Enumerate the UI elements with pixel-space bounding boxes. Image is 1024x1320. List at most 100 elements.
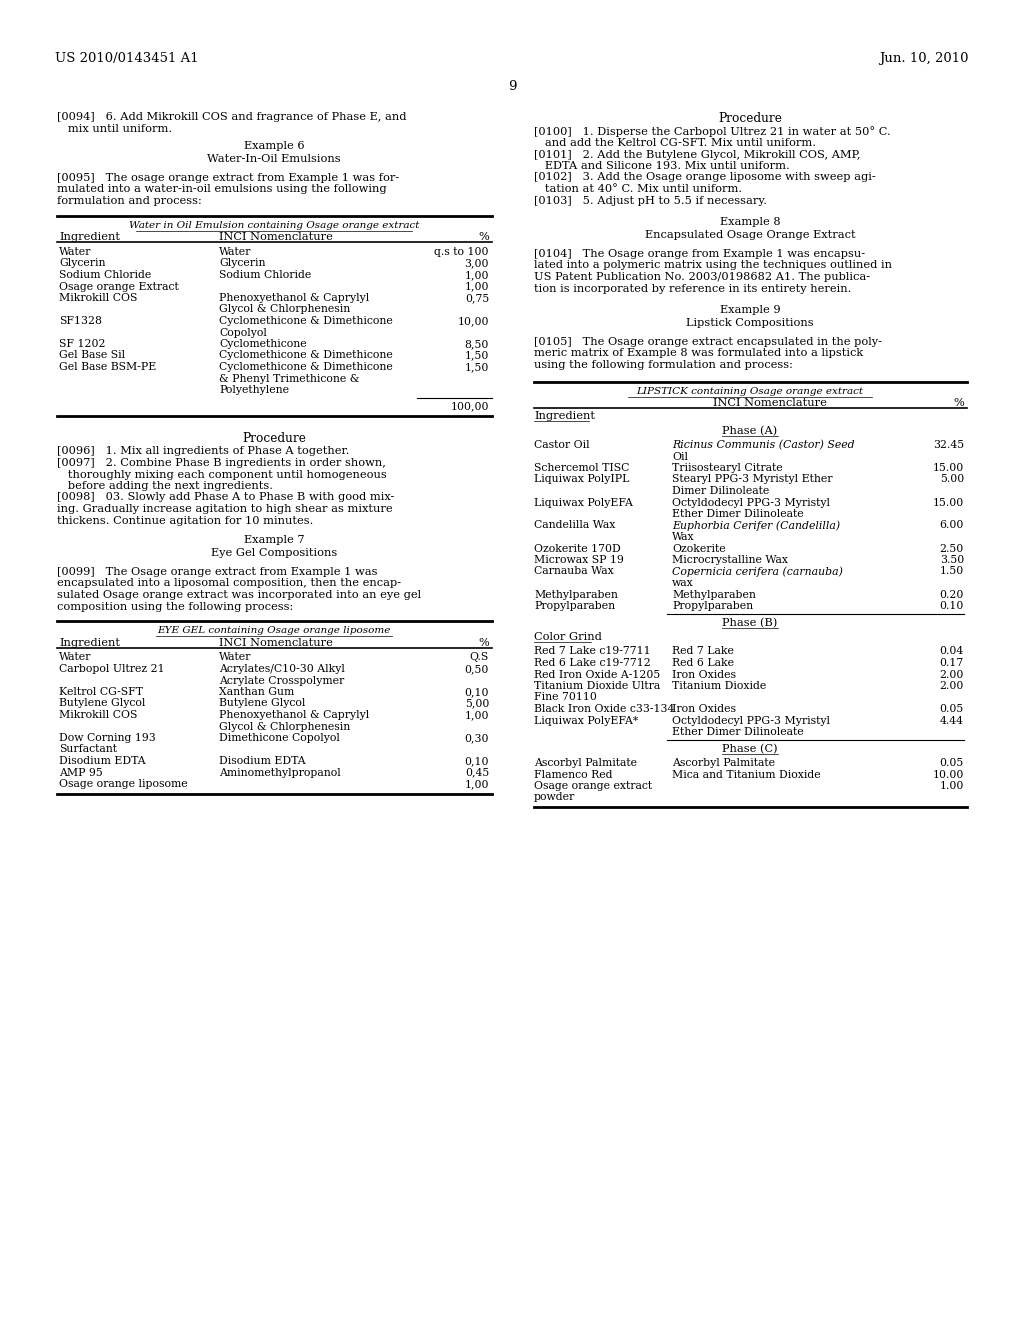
Text: Jun. 10, 2010: Jun. 10, 2010 [880, 51, 969, 65]
Text: INCI Nomenclature: INCI Nomenclature [219, 638, 333, 648]
Text: 3,00: 3,00 [465, 259, 489, 268]
Text: Keltrol CG-SFT: Keltrol CG-SFT [59, 686, 143, 697]
Text: Ricinus Communis (Castor) Seed: Ricinus Communis (Castor) Seed [672, 440, 855, 450]
Text: Liquiwax PolyEFA*: Liquiwax PolyEFA* [534, 715, 638, 726]
Text: Propylparaben: Propylparaben [534, 601, 615, 611]
Text: using the following formulation and process:: using the following formulation and proc… [534, 360, 793, 370]
Text: Ingredient: Ingredient [59, 232, 120, 242]
Text: Cyclomethicone & Dimethicone: Cyclomethicone & Dimethicone [219, 351, 393, 360]
Text: Mica and Titanium Dioxide: Mica and Titanium Dioxide [672, 770, 820, 780]
Text: 0,10: 0,10 [465, 756, 489, 766]
Text: Example 7: Example 7 [244, 535, 304, 545]
Text: [0104]   The Osage orange from Example 1 was encapsu-: [0104] The Osage orange from Example 1 w… [534, 249, 865, 259]
Text: Dimer Dilinoleate: Dimer Dilinoleate [672, 486, 769, 496]
Text: [0103]   5. Adjust pH to 5.5 if necessary.: [0103] 5. Adjust pH to 5.5 if necessary. [534, 195, 767, 206]
Text: Titanium Dioxide Ultra: Titanium Dioxide Ultra [534, 681, 660, 690]
Text: [0098]   03. Slowly add Phase A to Phase B with good mix-: [0098] 03. Slowly add Phase A to Phase B… [57, 492, 394, 503]
Text: Polyethylene: Polyethylene [219, 385, 289, 395]
Text: 2.00: 2.00 [940, 681, 964, 690]
Text: 1,00: 1,00 [465, 271, 489, 280]
Text: 2.50: 2.50 [940, 544, 964, 553]
Text: Gel Base BSM-PE: Gel Base BSM-PE [59, 362, 157, 372]
Text: %: % [478, 638, 489, 648]
Text: Red 7 Lake c19-7711: Red 7 Lake c19-7711 [534, 647, 650, 656]
Text: 1.50: 1.50 [940, 566, 964, 577]
Text: Cyclomethicone & Dimethicone: Cyclomethicone & Dimethicone [219, 315, 393, 326]
Text: 1,00: 1,00 [465, 779, 489, 789]
Text: 5.00: 5.00 [940, 474, 964, 484]
Text: Encapsulated Osage Orange Extract: Encapsulated Osage Orange Extract [645, 231, 855, 240]
Text: Lipstick Compositions: Lipstick Compositions [686, 318, 814, 329]
Text: Dimethicone Copolyol: Dimethicone Copolyol [219, 733, 340, 743]
Text: Phenoxyethanol & Caprylyl: Phenoxyethanol & Caprylyl [219, 710, 370, 719]
Text: Water: Water [219, 247, 251, 257]
Text: 1.00: 1.00 [940, 781, 964, 791]
Text: 0.05: 0.05 [940, 704, 964, 714]
Text: thoroughly mixing each component until homogeneous: thoroughly mixing each component until h… [57, 470, 387, 479]
Text: 32.45: 32.45 [933, 440, 964, 450]
Text: 0.04: 0.04 [940, 647, 964, 656]
Text: Propylparaben: Propylparaben [672, 601, 753, 611]
Text: [0101]   2. Add the Butylene Glycol, Mikrokill COS, AMP,: [0101] 2. Add the Butylene Glycol, Mikro… [534, 149, 860, 160]
Text: Octyldodecyl PPG-3 Myristyl: Octyldodecyl PPG-3 Myristyl [672, 498, 830, 507]
Text: 1,50: 1,50 [465, 351, 489, 360]
Text: Example 9: Example 9 [720, 305, 780, 315]
Text: composition using the following process:: composition using the following process: [57, 602, 293, 611]
Text: [0097]   2. Combine Phase B ingredients in order shown,: [0097] 2. Combine Phase B ingredients in… [57, 458, 386, 469]
Text: Osage orange liposome: Osage orange liposome [59, 779, 187, 789]
Text: Schercemol TISC: Schercemol TISC [534, 463, 630, 473]
Text: Phase (A): Phase (A) [722, 425, 777, 436]
Text: Flamenco Red: Flamenco Red [534, 770, 612, 780]
Text: tation at 40° C. Mix until uniform.: tation at 40° C. Mix until uniform. [534, 183, 742, 194]
Text: [0095]   The osage orange extract from Example 1 was for-: [0095] The osage orange extract from Exa… [57, 173, 399, 183]
Text: 0,10: 0,10 [465, 686, 489, 697]
Text: Eye Gel Compositions: Eye Gel Compositions [211, 549, 337, 558]
Text: tion is incorporated by reference in its entirety herein.: tion is incorporated by reference in its… [534, 284, 851, 293]
Text: Carbopol Ultrez 21: Carbopol Ultrez 21 [59, 664, 165, 675]
Text: Methylparaben: Methylparaben [672, 590, 756, 599]
Text: Candelilla Wax: Candelilla Wax [534, 520, 615, 531]
Text: 0.10: 0.10 [940, 601, 964, 611]
Text: 0,50: 0,50 [465, 664, 489, 675]
Text: INCI Nomenclature: INCI Nomenclature [713, 399, 827, 408]
Text: Red 7 Lake: Red 7 Lake [672, 647, 734, 656]
Text: Sodium Chloride: Sodium Chloride [59, 271, 152, 280]
Text: Copolyol: Copolyol [219, 327, 267, 338]
Text: sulated Osage orange extract was incorporated into an eye gel: sulated Osage orange extract was incorpo… [57, 590, 421, 601]
Text: Example 6: Example 6 [244, 141, 304, 150]
Text: Ingredient: Ingredient [534, 411, 595, 421]
Text: Wax: Wax [672, 532, 694, 543]
Text: Red Iron Oxide A-1205: Red Iron Oxide A-1205 [534, 669, 660, 680]
Text: 3.50: 3.50 [940, 554, 964, 565]
Text: ing. Gradually increase agitation to high shear as mixture: ing. Gradually increase agitation to hig… [57, 504, 392, 513]
Text: Glycol & Chlorphenesin: Glycol & Chlorphenesin [219, 722, 350, 731]
Text: Ascorbyl Palmitate: Ascorbyl Palmitate [672, 758, 775, 768]
Text: Cyclomethicone: Cyclomethicone [219, 339, 306, 348]
Text: 15.00: 15.00 [933, 498, 964, 507]
Text: Procedure: Procedure [242, 432, 306, 445]
Text: Microcrystalline Wax: Microcrystalline Wax [672, 554, 788, 565]
Text: q.s to 100: q.s to 100 [434, 247, 489, 257]
Text: Ether Dimer Dilinoleate: Ether Dimer Dilinoleate [672, 510, 804, 519]
Text: Fine 70110: Fine 70110 [534, 693, 597, 702]
Text: Procedure: Procedure [718, 112, 782, 125]
Text: Sodium Chloride: Sodium Chloride [219, 271, 311, 280]
Text: Water: Water [219, 652, 251, 663]
Text: Example 8: Example 8 [720, 216, 780, 227]
Text: US 2010/0143451 A1: US 2010/0143451 A1 [55, 51, 199, 65]
Text: 15.00: 15.00 [933, 463, 964, 473]
Text: 100,00: 100,00 [451, 401, 489, 412]
Text: INCI Nomenclature: INCI Nomenclature [219, 232, 333, 242]
Text: Ozokerite: Ozokerite [672, 544, 726, 553]
Text: Ozokerite 170D: Ozokerite 170D [534, 544, 621, 553]
Text: 0.17: 0.17 [940, 657, 964, 668]
Text: Surfactant: Surfactant [59, 744, 117, 755]
Text: Liquiwax PolyEFA: Liquiwax PolyEFA [534, 498, 633, 507]
Text: 0,75: 0,75 [465, 293, 489, 304]
Text: Gel Base Sil: Gel Base Sil [59, 351, 125, 360]
Text: Red 6 Lake c19-7712: Red 6 Lake c19-7712 [534, 657, 650, 668]
Text: Water-In-Oil Emulsions: Water-In-Oil Emulsions [207, 154, 341, 165]
Text: %: % [953, 399, 964, 408]
Text: US Patent Publication No. 2003/0198682 A1. The publica-: US Patent Publication No. 2003/0198682 A… [534, 272, 870, 282]
Text: 6.00: 6.00 [940, 520, 964, 531]
